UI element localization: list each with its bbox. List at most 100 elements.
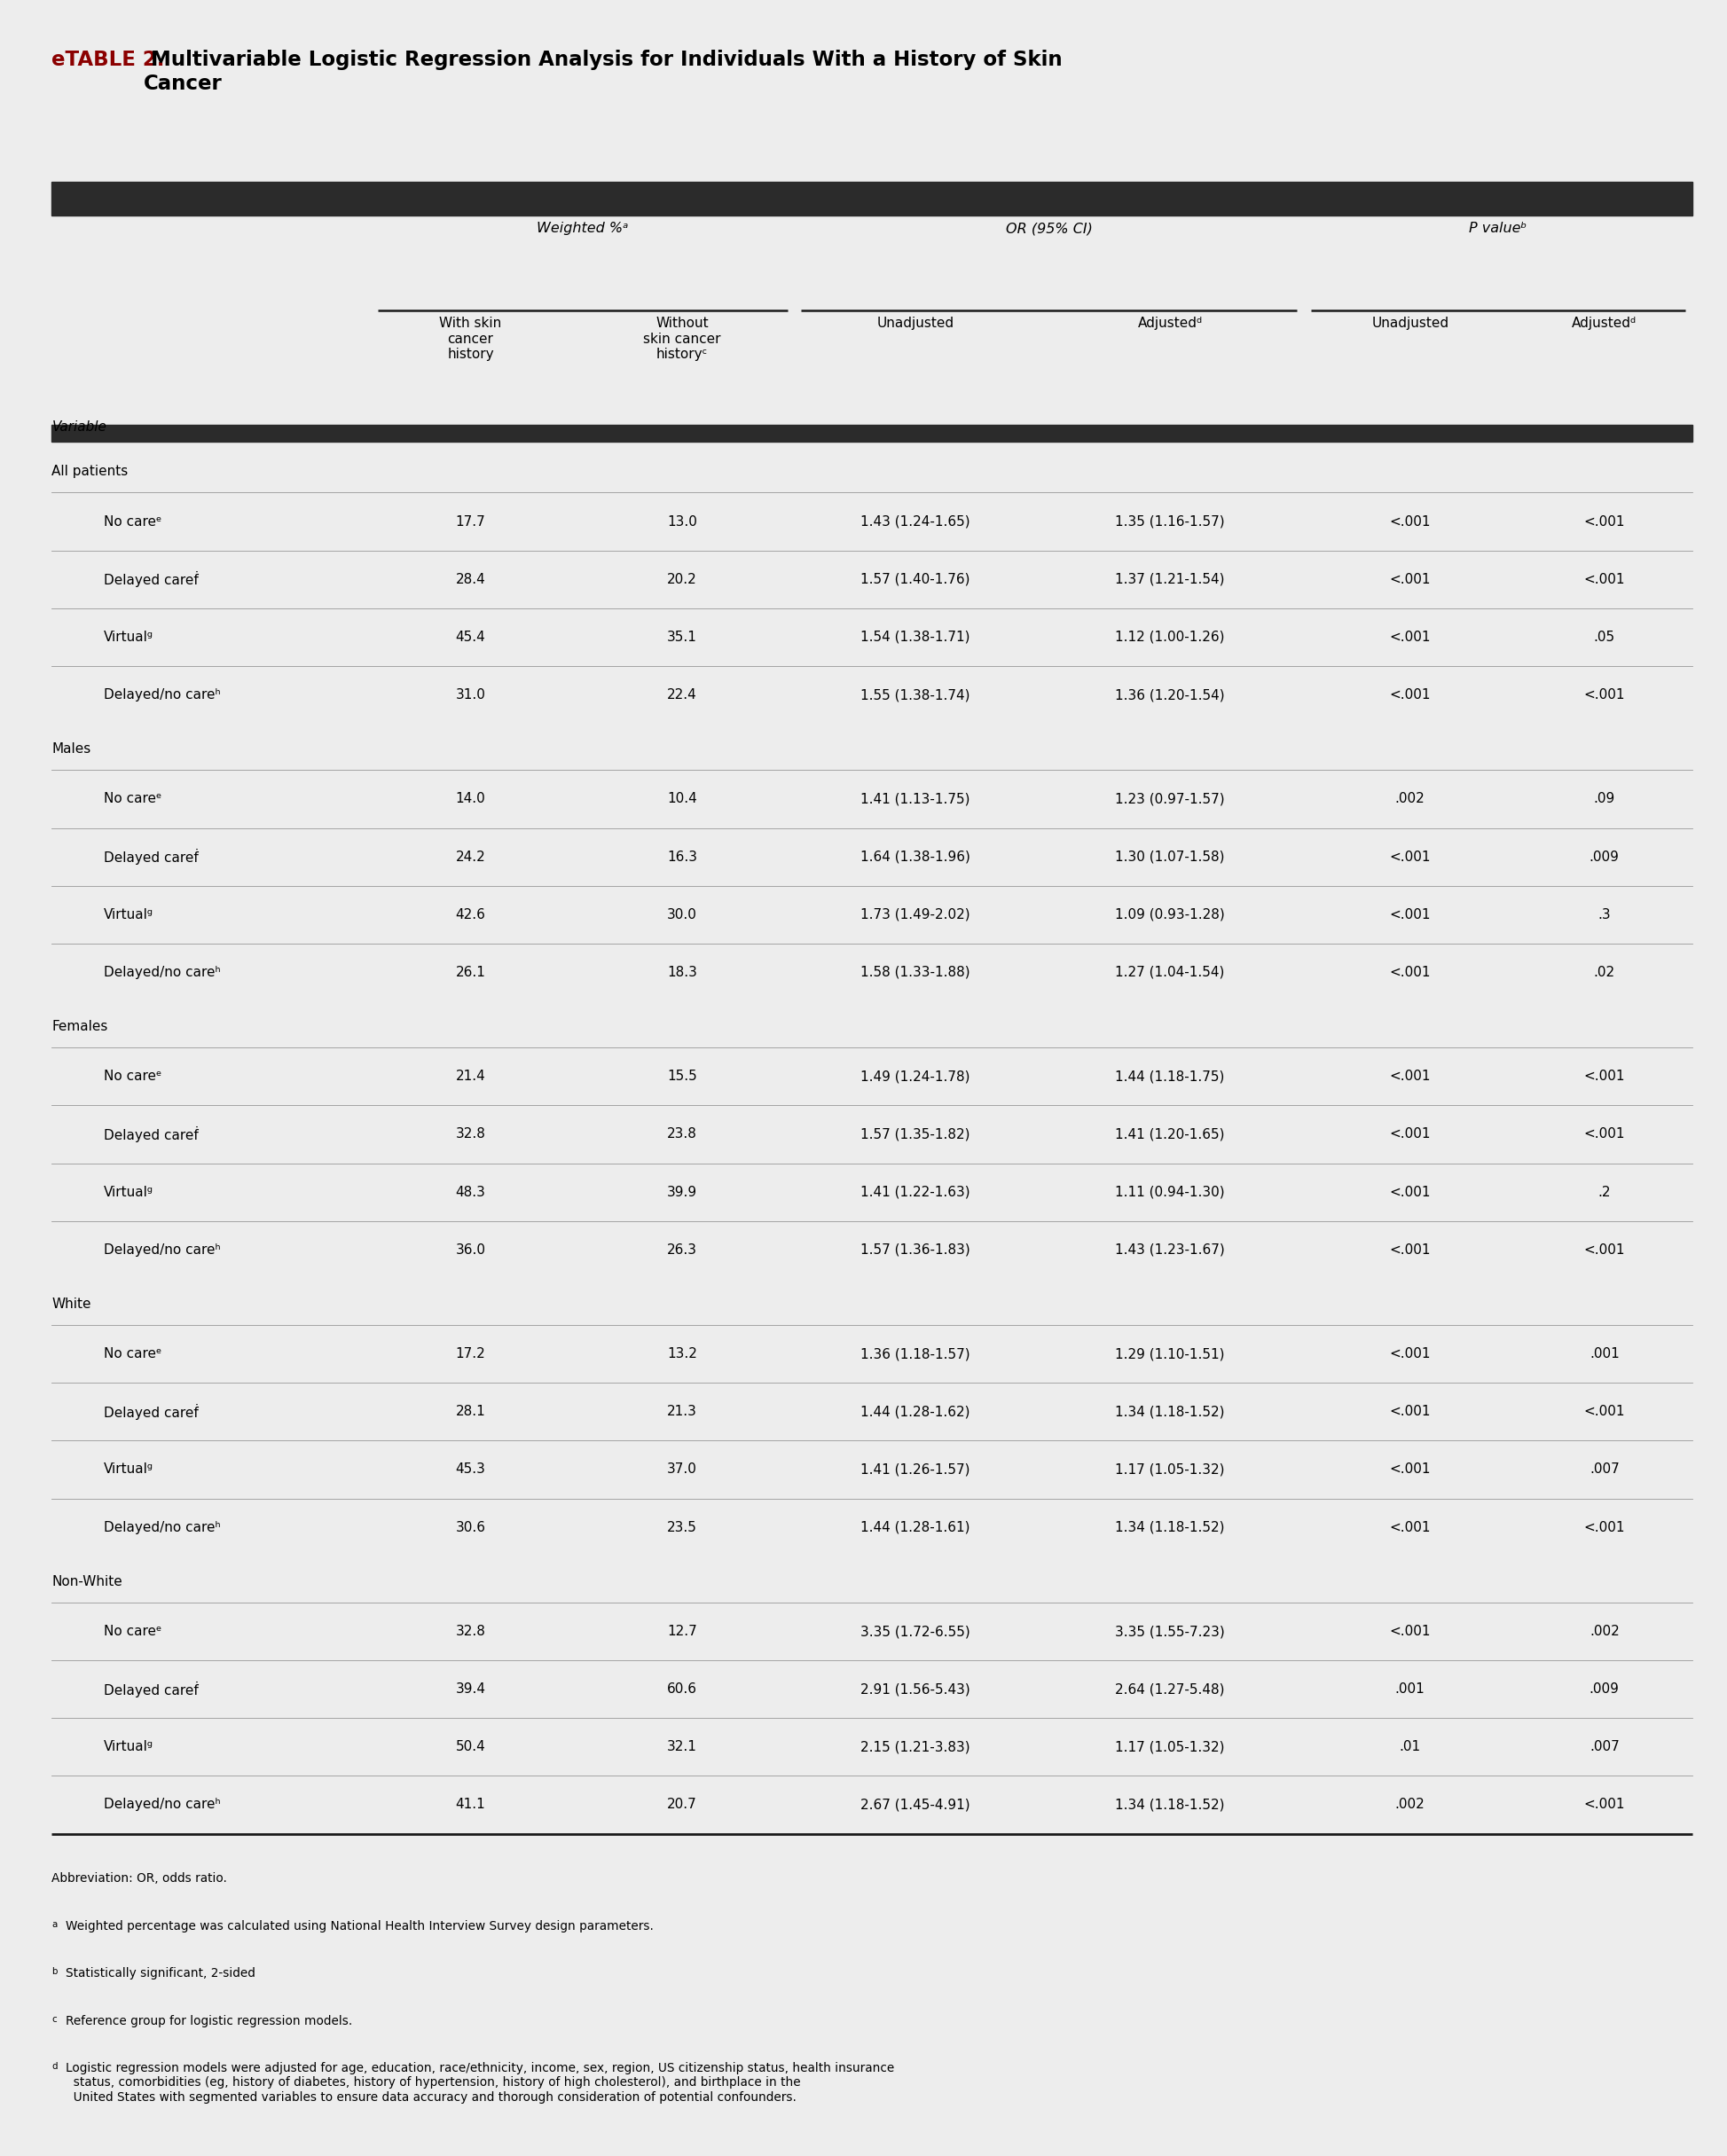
Text: <.001: <.001 xyxy=(1390,630,1430,645)
Text: 1.12 (1.00-1.26): 1.12 (1.00-1.26) xyxy=(1116,630,1224,645)
Text: 1.41 (1.13-1.75): 1.41 (1.13-1.75) xyxy=(860,793,971,806)
Text: 42.6: 42.6 xyxy=(456,908,485,921)
Text: 21.3: 21.3 xyxy=(667,1406,698,1419)
Text: 1.73 (1.49-2.02): 1.73 (1.49-2.02) xyxy=(860,908,971,921)
Text: <.001: <.001 xyxy=(1584,1244,1625,1257)
Text: No careᵉ: No careᵉ xyxy=(104,1626,162,1639)
Text: .002: .002 xyxy=(1395,1798,1425,1811)
Text: 23.5: 23.5 xyxy=(667,1520,698,1533)
Text: d: d xyxy=(52,2063,57,2072)
Text: 1.41 (1.20-1.65): 1.41 (1.20-1.65) xyxy=(1116,1128,1224,1141)
Text: 26.3: 26.3 xyxy=(667,1244,698,1257)
Text: eTABLE 2.: eTABLE 2. xyxy=(52,50,164,69)
Text: 45.3: 45.3 xyxy=(456,1464,485,1477)
Text: Weighted percentage was calculated using National Health Interview Survey design: Weighted percentage was calculated using… xyxy=(66,1921,653,1932)
Text: Statistically significant, 2-sided: Statistically significant, 2-sided xyxy=(66,1968,259,1979)
Text: .2: .2 xyxy=(1597,1186,1611,1199)
Text: 39.9: 39.9 xyxy=(667,1186,698,1199)
Text: <.001: <.001 xyxy=(1584,1069,1625,1082)
Text: Delayed careḟ: Delayed careḟ xyxy=(104,1682,199,1697)
Text: 32.8: 32.8 xyxy=(456,1626,485,1639)
Text: <.001: <.001 xyxy=(1390,1520,1430,1533)
Text: Delayed/no careʰ: Delayed/no careʰ xyxy=(104,1520,221,1533)
Bar xyxy=(52,181,1692,216)
Text: 1.41 (1.22-1.63): 1.41 (1.22-1.63) xyxy=(860,1186,971,1199)
Text: 1.58 (1.33-1.88): 1.58 (1.33-1.88) xyxy=(860,966,971,979)
Text: 1.57 (1.40-1.76): 1.57 (1.40-1.76) xyxy=(860,573,971,586)
Text: 1.36 (1.18-1.57): 1.36 (1.18-1.57) xyxy=(860,1348,971,1360)
Text: 12.7: 12.7 xyxy=(667,1626,698,1639)
Text: 32.8: 32.8 xyxy=(456,1128,485,1141)
Text: 45.4: 45.4 xyxy=(456,630,485,645)
Text: 20.2: 20.2 xyxy=(667,573,698,586)
Text: Delayed/no careʰ: Delayed/no careʰ xyxy=(104,688,221,701)
Text: 21.4: 21.4 xyxy=(456,1069,485,1082)
Text: 24.2: 24.2 xyxy=(456,849,485,862)
Text: <.001: <.001 xyxy=(1390,849,1430,862)
Text: 1.23 (0.97-1.57): 1.23 (0.97-1.57) xyxy=(1116,793,1224,806)
Text: Delayed careḟ: Delayed careḟ xyxy=(104,849,199,865)
Text: .3: .3 xyxy=(1597,908,1611,921)
Text: <.001: <.001 xyxy=(1584,688,1625,701)
Text: .001: .001 xyxy=(1395,1682,1425,1697)
Text: White: White xyxy=(52,1298,92,1311)
Text: Variable: Variable xyxy=(52,420,107,433)
Text: 2.64 (1.27-5.48): 2.64 (1.27-5.48) xyxy=(1116,1682,1224,1697)
Text: .002: .002 xyxy=(1589,1626,1620,1639)
Text: No careᵉ: No careᵉ xyxy=(104,1069,162,1082)
Text: 16.3: 16.3 xyxy=(667,849,698,862)
Text: No careᵉ: No careᵉ xyxy=(104,793,162,806)
Text: Logistic regression models were adjusted for age, education, race/ethnicity, inc: Logistic regression models were adjusted… xyxy=(66,2063,895,2104)
Text: Delayed/no careʰ: Delayed/no careʰ xyxy=(104,966,221,979)
Text: 1.27 (1.04-1.54): 1.27 (1.04-1.54) xyxy=(1116,966,1224,979)
Text: .009: .009 xyxy=(1589,1682,1620,1697)
Text: 1.44 (1.28-1.61): 1.44 (1.28-1.61) xyxy=(860,1520,971,1533)
Text: 22.4: 22.4 xyxy=(667,688,698,701)
Text: <.001: <.001 xyxy=(1390,1186,1430,1199)
Text: 1.57 (1.36-1.83): 1.57 (1.36-1.83) xyxy=(860,1244,971,1257)
Text: 1.64 (1.38-1.96): 1.64 (1.38-1.96) xyxy=(860,849,971,862)
Text: 60.6: 60.6 xyxy=(667,1682,698,1697)
Text: With skin
cancer
history: With skin cancer history xyxy=(439,317,503,360)
Text: .009: .009 xyxy=(1589,849,1620,862)
Text: Delayed careḟ: Delayed careḟ xyxy=(104,571,199,586)
Text: 20.7: 20.7 xyxy=(667,1798,698,1811)
Text: <.001: <.001 xyxy=(1390,515,1430,528)
Text: 1.37 (1.21-1.54): 1.37 (1.21-1.54) xyxy=(1116,573,1224,586)
Text: Virtualᵍ: Virtualᵍ xyxy=(104,1186,154,1199)
Text: .002: .002 xyxy=(1395,793,1425,806)
Text: <.001: <.001 xyxy=(1584,1406,1625,1419)
Text: All patients: All patients xyxy=(52,466,128,479)
Text: 26.1: 26.1 xyxy=(456,966,485,979)
Text: 39.4: 39.4 xyxy=(456,1682,485,1697)
Text: <.001: <.001 xyxy=(1584,1520,1625,1533)
Text: .01: .01 xyxy=(1399,1740,1421,1753)
Text: 1.55 (1.38-1.74): 1.55 (1.38-1.74) xyxy=(860,688,971,701)
Text: 30.0: 30.0 xyxy=(667,908,698,921)
Text: Delayed careḟ: Delayed careḟ xyxy=(104,1125,199,1143)
Text: 17.7: 17.7 xyxy=(456,515,485,528)
Text: 3.35 (1.55-7.23): 3.35 (1.55-7.23) xyxy=(1116,1626,1224,1639)
Text: .007: .007 xyxy=(1589,1740,1620,1753)
Text: No careᵉ: No careᵉ xyxy=(104,1348,162,1360)
Text: <.001: <.001 xyxy=(1390,1406,1430,1419)
Text: Weighted %ᵃ: Weighted %ᵃ xyxy=(537,222,629,235)
Text: 13.0: 13.0 xyxy=(667,515,698,528)
Text: 31.0: 31.0 xyxy=(456,688,485,701)
Text: 1.44 (1.28-1.62): 1.44 (1.28-1.62) xyxy=(860,1406,971,1419)
Text: Virtualᵍ: Virtualᵍ xyxy=(104,1740,154,1753)
Text: Females: Females xyxy=(52,1020,109,1033)
Text: <.001: <.001 xyxy=(1584,1128,1625,1141)
Text: 15.5: 15.5 xyxy=(667,1069,698,1082)
Text: 23.8: 23.8 xyxy=(667,1128,698,1141)
Text: Non-White: Non-White xyxy=(52,1576,123,1589)
Text: a: a xyxy=(52,1921,57,1930)
Text: 13.2: 13.2 xyxy=(667,1348,698,1360)
Text: P valueᵇ: P valueᵇ xyxy=(1470,222,1527,235)
Text: 1.44 (1.18-1.75): 1.44 (1.18-1.75) xyxy=(1116,1069,1224,1082)
Text: 2.91 (1.56-5.43): 2.91 (1.56-5.43) xyxy=(860,1682,971,1697)
Text: 37.0: 37.0 xyxy=(667,1464,698,1477)
Text: 14.0: 14.0 xyxy=(456,793,485,806)
Text: 35.1: 35.1 xyxy=(667,630,698,645)
Text: 1.11 (0.94-1.30): 1.11 (0.94-1.30) xyxy=(1116,1186,1224,1199)
